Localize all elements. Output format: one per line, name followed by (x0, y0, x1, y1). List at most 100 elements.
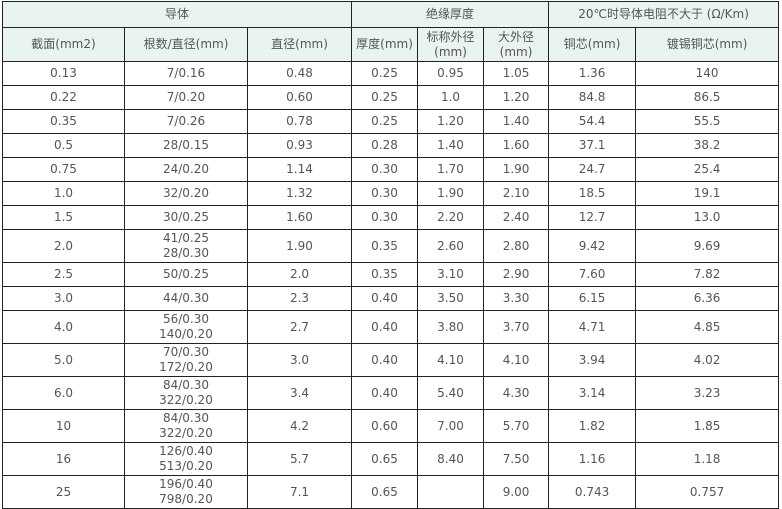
cell-tinned: 4.85 (635, 310, 780, 344)
strand-spec: 172/0.20 (159, 360, 213, 374)
table-row: 0.22 7/0.20 0.60 0.25 1.0 1.20 84.8 86.5 (2, 85, 780, 110)
cell-thickness: 0.25 (351, 61, 419, 86)
cell-max-od: 2.10 (483, 181, 550, 206)
col-max-od: 大外径 (mm) (483, 27, 550, 62)
cell-copper: 0.743 (548, 475, 637, 509)
cell-strands: 7/0.26 (124, 109, 248, 134)
cell-tinned: 4.02 (635, 343, 780, 377)
cell-section: 25 (2, 475, 125, 509)
cell-thickness: 0.40 (351, 286, 419, 311)
cell-strands: 126/0.40 513/0.20 (124, 442, 248, 476)
table-row: 2.0 41/0.25 28/0.30 1.90 0.35 2.60 2.80 9.42 9.6… (2, 229, 780, 263)
cell-strands: 7/0.16 (124, 61, 248, 86)
cell-thickness: 0.28 (351, 133, 419, 158)
cell-copper: 37.1 (548, 133, 637, 158)
cell-tinned: 0.757 (635, 475, 780, 509)
cell-tinned: 19.1 (635, 181, 780, 206)
cell-copper: 1.82 (548, 409, 637, 443)
cell-max-od: 2.40 (483, 205, 550, 230)
column-header-row: 截面(mm2) 根数/直径(mm) 直径(mm) 厚度(mm) 标称外径 (mm)… (2, 27, 780, 62)
strand-spec: 50/0.25 (162, 267, 210, 281)
cell-tinned: 7.82 (635, 262, 780, 287)
table-row: 25 196/0.40 798/0.20 7.1 0.65 9.00 0.743 0.757 (2, 475, 780, 509)
col-strands: 根数/直径(mm) (124, 27, 248, 62)
cell-nominal-od: 1.40 (417, 133, 485, 158)
cell-section: 0.5 (2, 133, 125, 158)
strand-spec: 7/0.26 (166, 114, 206, 128)
strand-spec: 513/0.20 (159, 459, 213, 473)
cell-diameter: 1.32 (246, 181, 353, 206)
strand-spec: 322/0.20 (159, 393, 213, 407)
strand-spec: 126/0.40 (159, 444, 213, 458)
cell-strands: 56/0.30 140/0.20 (124, 310, 248, 344)
cell-max-od: 7.50 (483, 442, 550, 476)
cell-diameter: 4.2 (246, 409, 353, 443)
strand-spec: 41/0.25 (162, 231, 210, 245)
cell-copper: 84.8 (548, 85, 637, 110)
cell-copper: 3.14 (548, 376, 637, 410)
cell-section: 0.35 (2, 109, 125, 134)
cell-section: 10 (2, 409, 125, 443)
cell-tinned: 13.0 (635, 205, 780, 230)
col-nominal-od-line2: (mm) (434, 44, 467, 59)
cell-thickness: 0.35 (351, 262, 419, 287)
cell-strands: 70/0.30 172/0.20 (124, 343, 248, 377)
cell-tinned: 25.4 (635, 157, 780, 182)
col-thickness: 厚度(mm) (351, 27, 419, 62)
cell-max-od: 1.40 (483, 109, 550, 134)
header-resistance: 20℃时导体电阻不大于 (Ω/Km) (548, 1, 780, 28)
table-row: 6.0 84/0.30 322/0.20 3.4 0.40 5.40 4.30 3.14 3.2… (2, 376, 780, 410)
cell-copper: 3.94 (548, 343, 637, 377)
cell-diameter: 2.3 (246, 286, 353, 311)
cell-thickness: 0.60 (351, 409, 419, 443)
cell-strands: 32/0.20 (124, 181, 248, 206)
cell-max-od: 5.70 (483, 409, 550, 443)
cell-thickness: 0.65 (351, 442, 419, 476)
cell-copper: 1.36 (548, 61, 637, 86)
table-row: 16 126/0.40 513/0.20 5.7 0.65 8.40 7.50 1.16 1.1… (2, 442, 780, 476)
cell-thickness: 0.35 (351, 229, 419, 263)
cell-max-od: 1.60 (483, 133, 550, 158)
cell-max-od: 1.20 (483, 85, 550, 110)
strand-spec: 84/0.30 (162, 378, 210, 392)
cell-diameter: 3.4 (246, 376, 353, 410)
header-conductor: 导体 (1, 1, 353, 28)
cell-tinned: 6.36 (635, 286, 780, 311)
cell-section: 16 (2, 442, 125, 476)
cell-max-od: 9.00 (483, 475, 550, 509)
strand-spec: 44/0.30 (162, 291, 210, 305)
cell-section: 0.13 (2, 61, 125, 86)
cell-diameter: 0.60 (246, 85, 353, 110)
strand-spec: 798/0.20 (159, 492, 213, 506)
cell-nominal-od: 1.0 (417, 85, 485, 110)
cell-strands: 196/0.40 798/0.20 (124, 475, 248, 509)
table-row: 10 84/0.30 322/0.20 4.2 0.60 7.00 5.70 1.82 1.85 (2, 409, 780, 443)
cell-diameter: 2.7 (246, 310, 353, 344)
cell-thickness: 0.65 (351, 475, 419, 509)
strand-spec: 7/0.16 (166, 66, 206, 80)
cell-section: 6.0 (2, 376, 125, 410)
cell-max-od: 3.70 (483, 310, 550, 344)
cell-thickness: 0.30 (351, 205, 419, 230)
cell-nominal-od: 8.40 (417, 442, 485, 476)
cell-copper: 4.71 (548, 310, 637, 344)
cell-section: 0.75 (2, 157, 125, 182)
cell-copper: 6.15 (548, 286, 637, 311)
cell-section: 1.0 (2, 181, 125, 206)
cell-diameter: 0.93 (246, 133, 353, 158)
col-section: 截面(mm2) (2, 27, 125, 62)
cell-strands: 24/0.20 (124, 157, 248, 182)
cell-section: 3.0 (2, 286, 125, 311)
strand-spec: 140/0.20 (159, 327, 213, 341)
cell-tinned: 1.18 (635, 442, 780, 476)
strand-spec: 196/0.40 (159, 477, 213, 491)
cell-thickness: 0.30 (351, 157, 419, 182)
cell-tinned: 1.85 (635, 409, 780, 443)
strand-spec: 30/0.25 (162, 210, 210, 224)
cell-nominal-od: 2.60 (417, 229, 485, 263)
cell-nominal-od: 1.90 (417, 181, 485, 206)
cell-nominal-od: 3.10 (417, 262, 485, 287)
strand-spec: 28/0.30 (162, 246, 210, 260)
cell-copper: 18.5 (548, 181, 637, 206)
